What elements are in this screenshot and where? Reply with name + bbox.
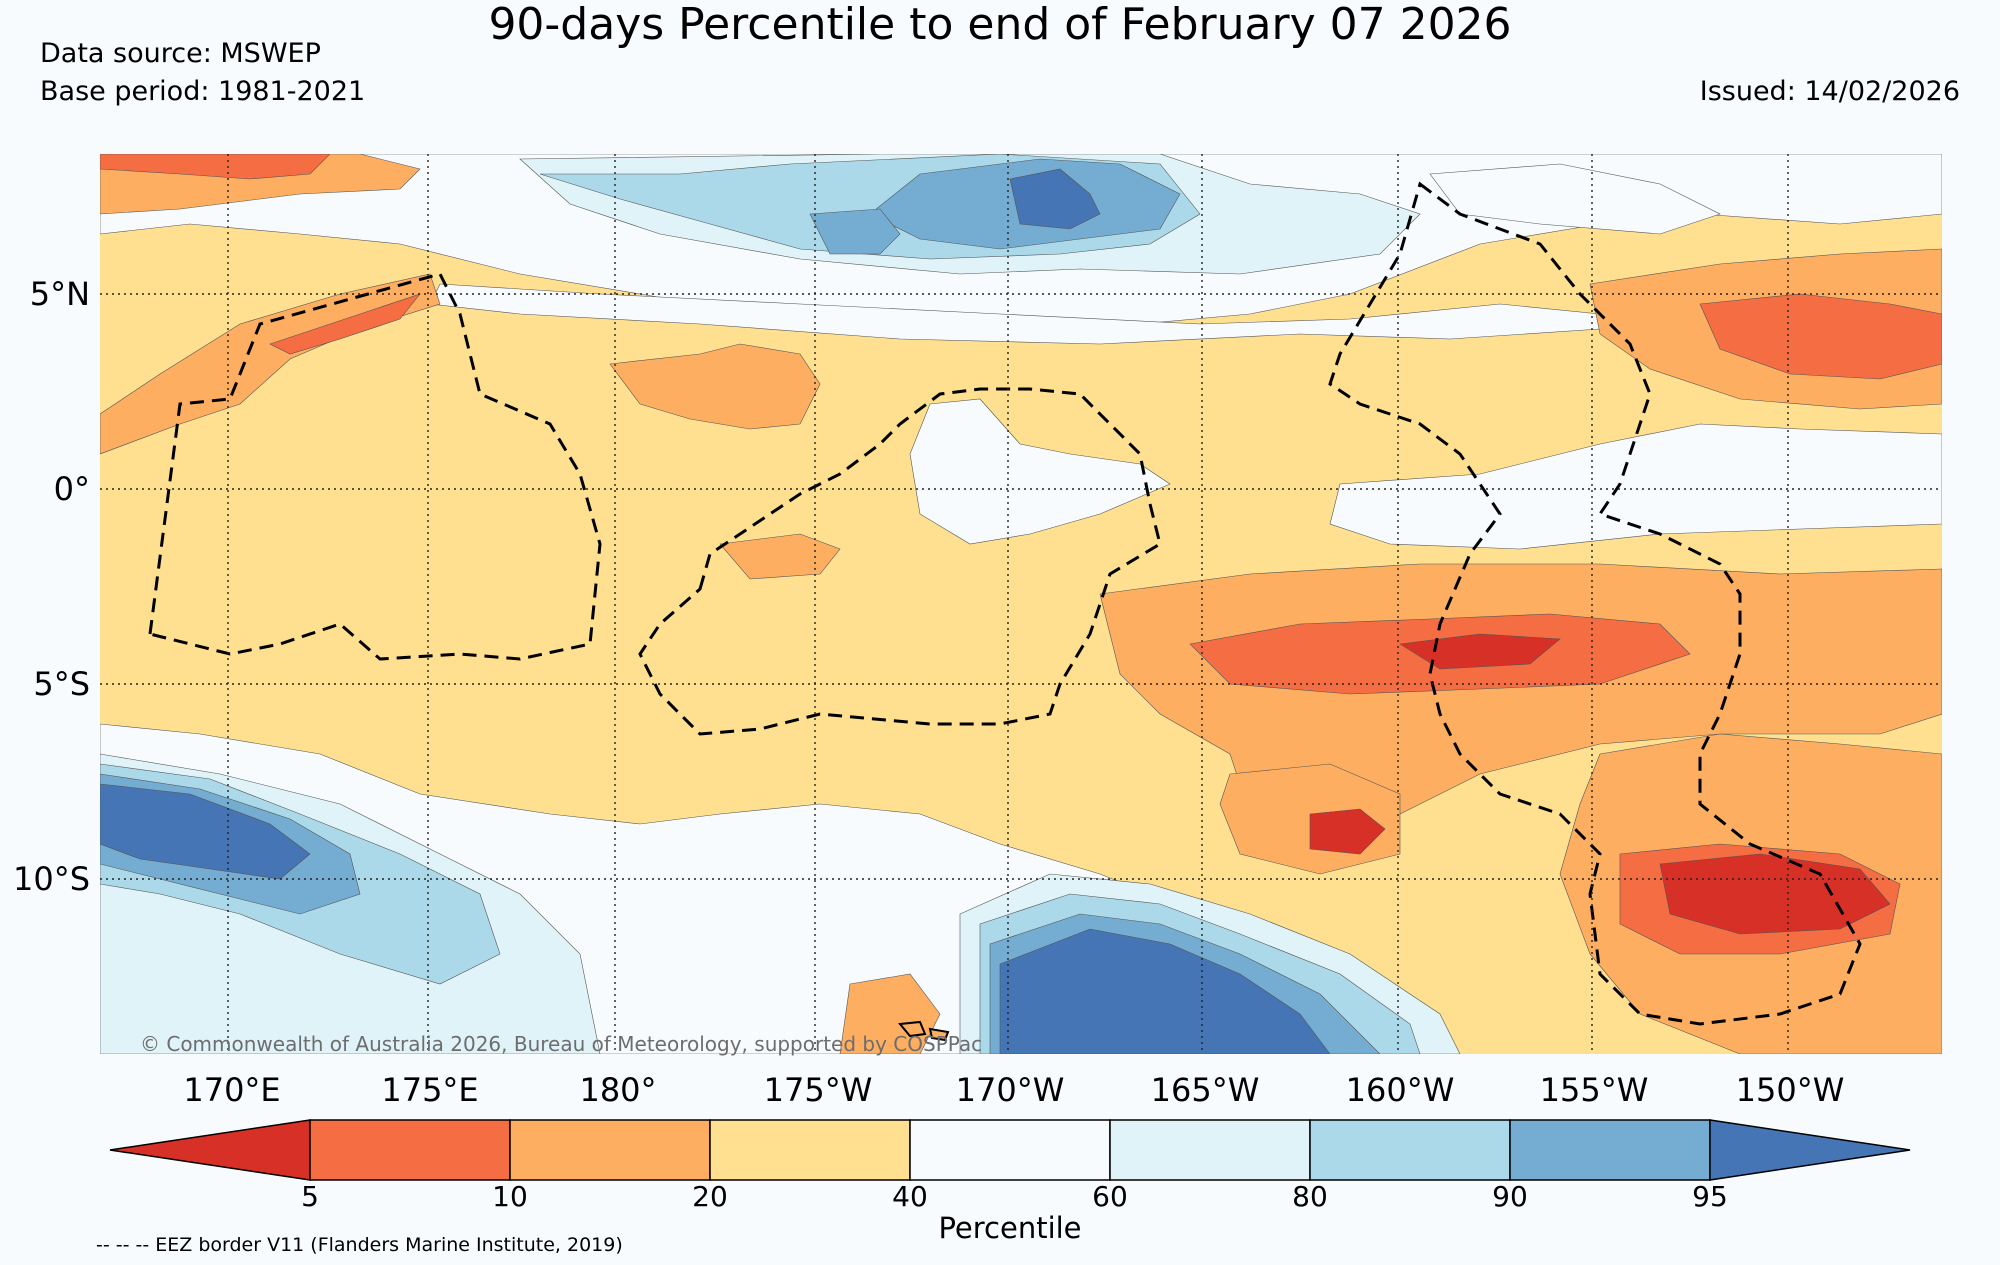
- colorbar-seg-1: [309, 1119, 511, 1181]
- eez-border-note: -- -- -- EEZ border V11 (Flanders Marine…: [96, 1234, 623, 1256]
- lon-label-160w: 160°W: [1345, 1071, 1455, 1109]
- north-small-blue: [809, 208, 901, 255]
- eez-border-west: [148, 272, 602, 661]
- lat-label-5n: 5°N: [29, 275, 90, 313]
- colorbar-seg-7: [1509, 1119, 1711, 1181]
- lon-label-175e: 175°E: [381, 1071, 479, 1109]
- sc-darkest-blue: [999, 928, 1331, 1054]
- percentile-map: [100, 154, 1942, 1054]
- north-darkest-blue: [1009, 168, 1101, 230]
- lat-label-5s: 5°S: [33, 665, 90, 703]
- graticule: [100, 154, 1942, 1054]
- eez-border-central: [638, 387, 1162, 736]
- colorbar-label: Percentile: [938, 1211, 1082, 1245]
- colorbar-tick-95: 95: [1692, 1180, 1728, 1213]
- map-title: 90-days Percentile to end of February 07…: [488, 0, 1512, 50]
- lat-label-10s: 10°S: [12, 860, 90, 898]
- ne-red-band: [1699, 293, 1942, 380]
- lon-label-175w: 175°W: [763, 1071, 873, 1109]
- ne-white-band: [1329, 423, 1942, 550]
- lon-label-165w: 165°W: [1150, 1071, 1260, 1109]
- issued-date-label: Issued: 14/02/2026: [1699, 76, 1960, 107]
- copyright-notice: © Commonwealth of Australia 2026, Bureau…: [140, 1032, 983, 1056]
- south-red-10s: [1309, 808, 1386, 855]
- lon-label-155w: 155°W: [1539, 1071, 1649, 1109]
- colorbar-tick-20: 20: [692, 1180, 728, 1213]
- island-outline: [898, 1020, 927, 1038]
- colorbar-tick-5: 5: [301, 1180, 319, 1213]
- colorbar-tick-60: 60: [1092, 1180, 1128, 1213]
- lon-label-150w: 150°W: [1735, 1071, 1845, 1109]
- colorbar-tick-80: 80: [1292, 1180, 1328, 1213]
- colorbar-seg-8: [1709, 1119, 1911, 1181]
- north-east-white: [1429, 163, 1721, 235]
- colorbar-seg-6: [1309, 1119, 1511, 1181]
- colorbar-tick-90: 90: [1492, 1180, 1528, 1213]
- base-period-label: Base period: 1981-2021: [40, 76, 366, 107]
- lat-label-0: 0°: [53, 470, 90, 508]
- colorbar-seg-2: [509, 1119, 711, 1181]
- island-outline-2: [928, 1027, 950, 1042]
- colorbar-seg-3: [709, 1119, 911, 1181]
- colorbar-tick-10: 10: [492, 1180, 528, 1213]
- colorbar-seg-5: [1109, 1119, 1311, 1181]
- nw-red-patch: [100, 154, 331, 180]
- central-white-patch: [909, 398, 1171, 545]
- colorbar-seg-0: [109, 1119, 311, 1181]
- eez-borders: [148, 181, 1862, 1026]
- lon-label-170e: 170°E: [183, 1071, 281, 1109]
- colorbar: [109, 1119, 1911, 1181]
- lon-label-170w: 170°W: [955, 1071, 1065, 1109]
- colorbar-tick-40: 40: [892, 1180, 928, 1213]
- small-orange-170w: [719, 533, 841, 580]
- data-source-label: Data source: MSWEP: [40, 38, 321, 69]
- central-orange-blob: [609, 343, 821, 430]
- colorbar-seg-4: [909, 1119, 1111, 1181]
- nw-5n-red: [269, 293, 421, 355]
- eez-border-east: [1328, 181, 1862, 1026]
- lon-label-180: 180°: [579, 1071, 657, 1109]
